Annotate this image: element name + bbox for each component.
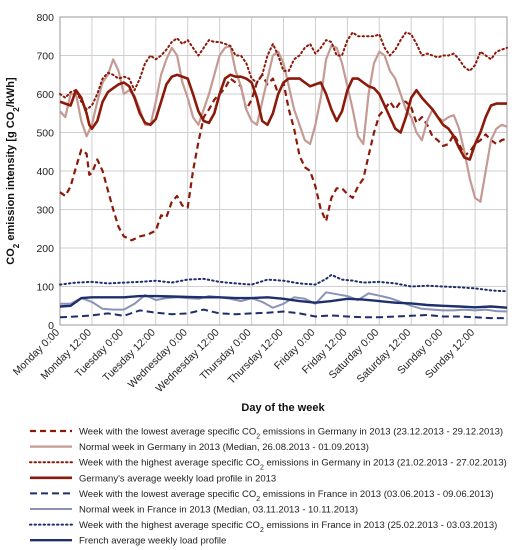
series-line-6 <box>60 291 508 313</box>
series-line-7 <box>59 273 508 293</box>
x-axis-label: Day of the week <box>241 402 325 414</box>
legend-label-4: Germany's average weekly load profile in… <box>79 473 276 484</box>
legend-label-6: Normal week in France in 2013 (Median, 0… <box>79 505 358 516</box>
y-tick-label: 100 <box>36 282 54 294</box>
y-tick-label: 700 <box>36 51 54 63</box>
plot-frame <box>59 16 508 326</box>
y-tick-label: 400 <box>36 166 54 178</box>
series-line-1 <box>59 73 508 242</box>
series-line-8 <box>59 294 508 309</box>
y-tick-label: 300 <box>36 205 54 217</box>
y-tick-label: 600 <box>36 89 54 101</box>
legend-label-8: French average weekly load profile <box>79 536 226 547</box>
y-tick-label: 200 <box>36 243 54 255</box>
grid <box>59 16 508 326</box>
y-tick-label: 0 <box>48 320 54 332</box>
series-line-3 <box>59 31 508 111</box>
series-line-4 <box>59 73 507 161</box>
legend-label-5: Week with the lowest average specific CO… <box>79 489 494 503</box>
legend-label-2: Normal week in Germany in 2013 (Median, … <box>79 442 369 453</box>
y-axis-label: CO2 emission intensity [g CO2/kWh] <box>5 77 21 265</box>
y-tick-label: 800 <box>36 12 54 24</box>
series-lines <box>59 31 508 320</box>
x-tick-label: Thursday 12:00 <box>226 327 286 387</box>
legend-label-7: Week with the highest average specific C… <box>79 520 497 534</box>
series-line-5 <box>59 308 507 320</box>
legend-label-3: Week with the highest average specific C… <box>79 458 507 472</box>
legend-label-1: Week with the lowest average specific CO… <box>79 427 503 441</box>
y-tick-label: 500 <box>36 128 54 140</box>
legend: Week with the lowest average specific CO… <box>29 427 507 547</box>
